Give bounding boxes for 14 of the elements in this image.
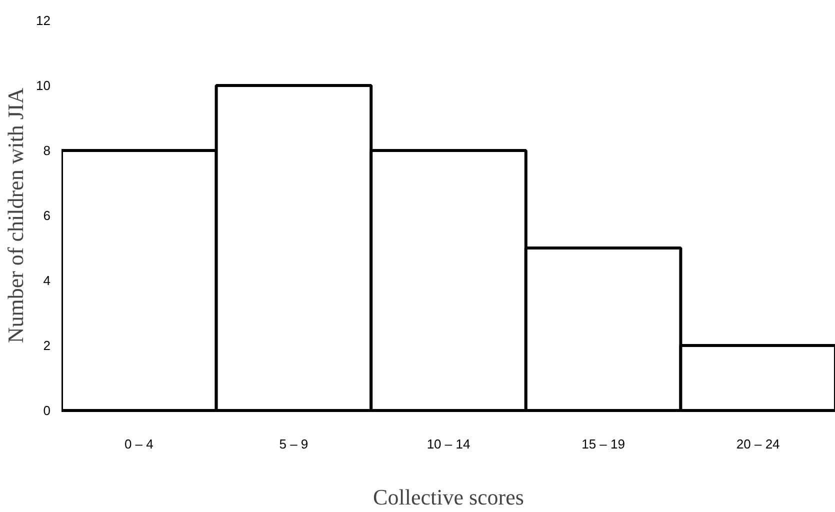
x-tick-label: 15 – 19 xyxy=(582,436,625,452)
x-tick-label: 20 – 24 xyxy=(736,436,780,452)
y-tick-label: 0 xyxy=(43,403,51,418)
y-tick-label: 4 xyxy=(43,273,51,288)
y-tick-label: 10 xyxy=(36,78,51,93)
y-tick-label: 12 xyxy=(36,13,51,28)
x-axis-title: Collective scores xyxy=(373,484,524,510)
y-axis-title: Number of children with JIA xyxy=(3,88,28,344)
y-tick-label: 6 xyxy=(43,208,51,223)
x-tick-label: 10 – 14 xyxy=(426,436,470,452)
x-tick-label: 0 – 4 xyxy=(124,436,154,452)
y-tick-label: 8 xyxy=(43,143,51,158)
x-tick-label: 5 – 9 xyxy=(279,436,308,452)
y-tick-label: 2 xyxy=(43,338,51,353)
